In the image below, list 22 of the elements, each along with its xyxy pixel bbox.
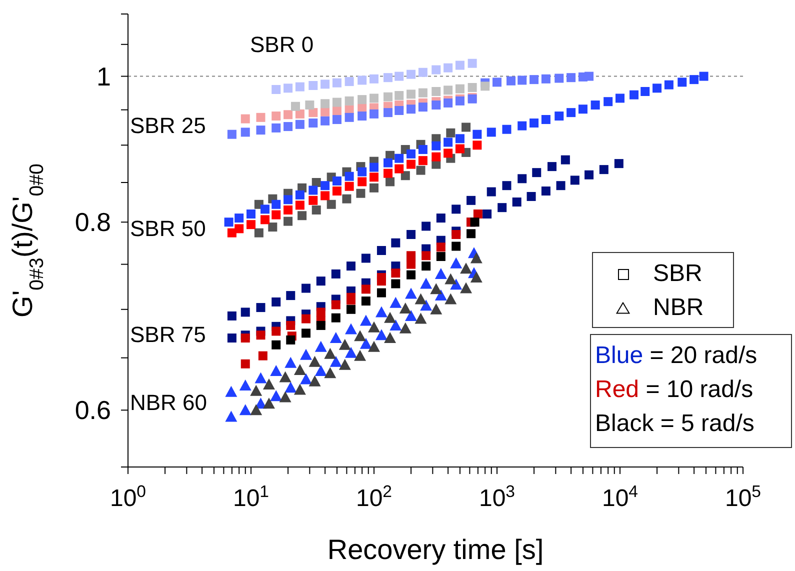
annotation: Red = 10 rad/s: [595, 375, 754, 405]
annotation: SBR: [653, 260, 702, 288]
annotation: Black = 5 rad/s: [595, 409, 754, 439]
annotation: SBR 75: [130, 322, 206, 348]
y-tick-label: 1: [96, 61, 111, 92]
x-tick-label: 10$^{2}$: [356, 482, 392, 512]
annotation: SBR 0: [250, 32, 314, 58]
key-box: SBR NBR: [592, 252, 734, 328]
y-tick-label: 0.6: [74, 395, 111, 426]
annotation: NBR 60: [130, 390, 208, 416]
annotation: SBR 50: [130, 216, 206, 242]
x-tick-label: 10$^{4}$: [602, 482, 638, 512]
annotation: SBR 25: [130, 113, 206, 139]
x-tick-label: 10$^{3}$: [478, 482, 516, 512]
x-tick-label: 10$^{5}$: [724, 482, 762, 512]
annotation: NBR: [653, 294, 704, 322]
x-tick-label: 10$^{1}$: [232, 482, 270, 512]
x-axis-title: Recovery time [s]: [327, 534, 544, 565]
note-box: Blue = 20 rad/s Red = 10 rad/s Black = 5 rad/s: [590, 334, 792, 448]
x-tick-label: 10$^{0}$: [110, 482, 146, 512]
annotation: Blue = 20 rad/s: [595, 341, 758, 371]
y-tick-label: 0.8: [74, 207, 111, 238]
